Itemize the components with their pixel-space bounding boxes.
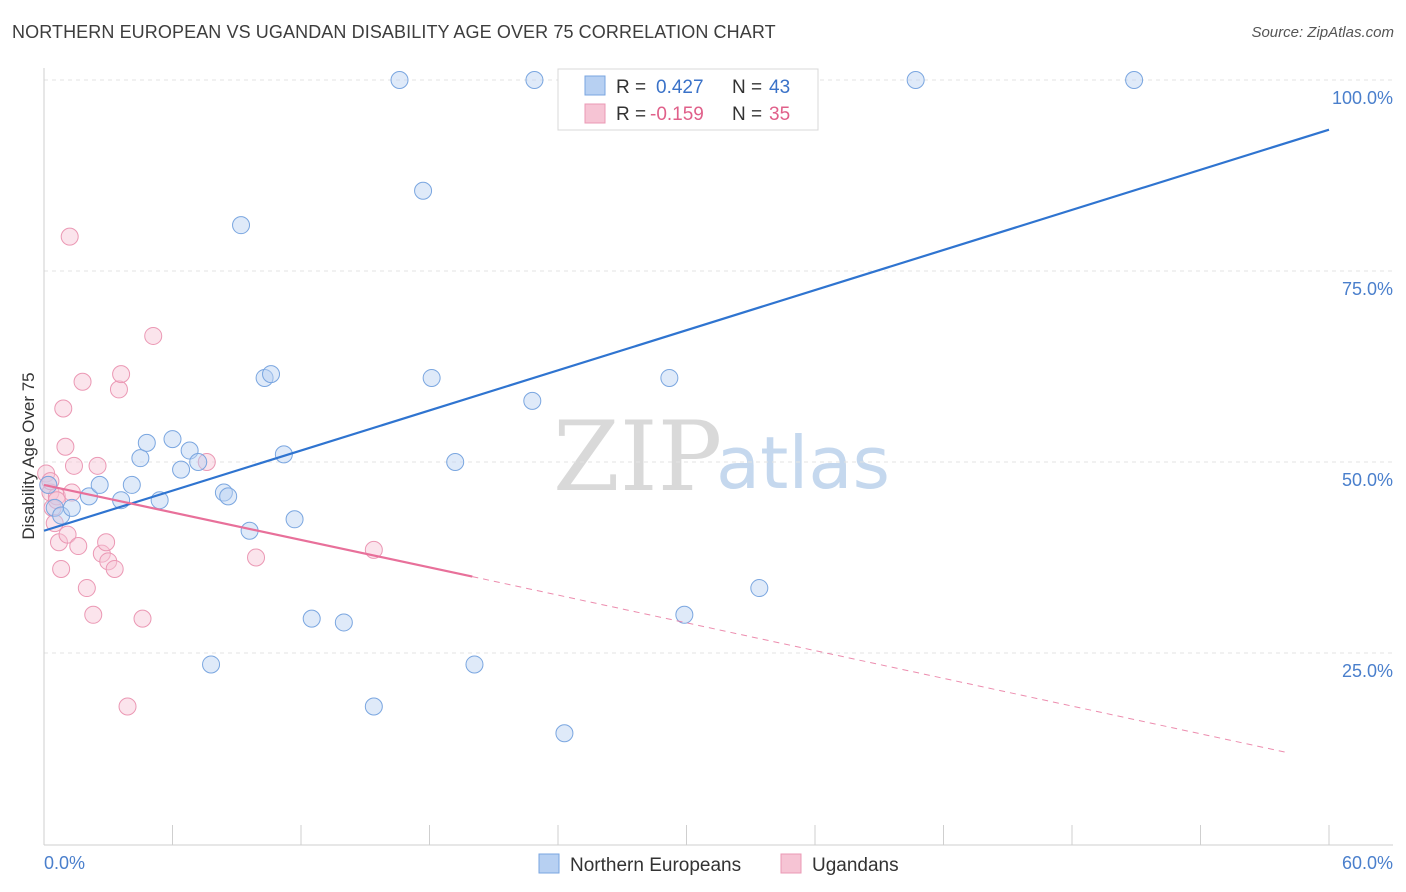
northern-europeans-point <box>523 391 542 410</box>
northern-europeans-point <box>334 613 353 632</box>
northern-europeans-point <box>422 368 441 387</box>
ugandans-points <box>37 227 383 716</box>
northern-europeans-point <box>232 216 251 235</box>
ugandans-point <box>77 579 96 598</box>
northern-europeans-point <box>750 579 769 598</box>
watermark-atlas: atlas <box>716 421 890 505</box>
gridlines <box>44 79 1393 654</box>
ugandans-point <box>60 227 79 246</box>
northern-europeans-point <box>525 71 544 89</box>
northern-europeans-point <box>364 697 383 716</box>
ugandans-point <box>58 525 77 544</box>
y-tick-label-75: 75.0% <box>1342 279 1393 299</box>
ugandans-point <box>73 372 92 391</box>
northern-europeans-point <box>302 609 321 628</box>
northern-europeans-point <box>906 71 925 89</box>
ugandans-trend-extension <box>472 576 1287 753</box>
legend-n-value-1: 43 <box>769 77 790 98</box>
trend-lines <box>43 128 1330 753</box>
legend-n-label-1: N = <box>732 77 762 98</box>
northern-europeans-point <box>446 453 465 471</box>
ugandans-point <box>112 365 131 384</box>
northern-europeans-point <box>285 510 304 529</box>
northern-europeans-point <box>189 453 208 471</box>
ugandans-point <box>105 559 124 578</box>
northern-europeans-point <box>52 506 71 525</box>
legend-n-label-2: N = <box>732 104 762 125</box>
northern-europeans-point <box>131 449 150 468</box>
chart-title: NORTHERN EUROPEAN VS UGANDAN DISABILITY … <box>12 22 776 42</box>
northern-europeans-point <box>172 460 191 479</box>
legend-r-label-1: R = <box>616 77 646 98</box>
ugandans-point <box>133 609 152 628</box>
ugandans-point <box>144 326 163 345</box>
northern-europeans-point <box>390 71 409 89</box>
ugandans-point <box>88 456 107 475</box>
bottom-legend-swatch-northern-europeans <box>538 853 560 874</box>
ugandans-point <box>247 548 266 567</box>
ugandans-point <box>52 559 71 578</box>
northern-europeans-point <box>555 724 574 743</box>
bottom-legend-swatch-ugandans <box>780 853 802 874</box>
ugandans-point <box>69 537 88 556</box>
ugandans-trend-line <box>43 483 473 578</box>
bottom-legend-northern-europeans: Northern Europeans <box>570 855 741 876</box>
legend-n-value-2: 35 <box>769 104 790 125</box>
x-axis-ticks <box>43 825 1330 845</box>
y-tick-label-50: 50.0% <box>1342 470 1393 490</box>
y-tick-labels: 100.0% 75.0% 50.0% 25.0% <box>1332 88 1393 681</box>
ugandans-point <box>109 380 128 399</box>
y-axis-label: Disability Age Over 75 <box>19 372 38 539</box>
ugandans-point <box>54 399 73 418</box>
legend-swatch-pink <box>584 103 606 124</box>
ugandans-point <box>64 456 83 475</box>
ugandans-point <box>97 533 116 552</box>
northern-europeans-point <box>660 368 679 387</box>
northern-europeans-point <box>122 475 141 494</box>
y-tick-label-25: 25.0% <box>1342 661 1393 681</box>
northern-europeans-point <box>262 365 281 384</box>
northern-europeans-point <box>202 655 221 674</box>
ugandans-point <box>84 605 103 624</box>
legend-r-value-2: -0.159 <box>650 104 704 125</box>
northern-europeans-point <box>414 181 433 200</box>
northern-europeans-point <box>465 655 484 674</box>
northern-europeans-point <box>1125 71 1144 89</box>
ugandans-point <box>56 437 75 456</box>
northern-europeans-point <box>675 605 694 624</box>
northern-europeans-point <box>62 498 81 517</box>
legend-r-value-1: 0.427 <box>656 77 704 98</box>
northern-europeans-point <box>90 475 109 494</box>
ugandans-point <box>92 544 111 563</box>
source-credit: Source: ZipAtlas.com <box>1251 24 1394 41</box>
watermark-zip: ZIP <box>553 401 722 513</box>
correlation-legend: R = 0.427 N = 43 R = -0.159 N = 35 <box>557 68 819 131</box>
y-tick-label-100: 100.0% <box>1332 88 1393 108</box>
series-legend: Northern Europeans Ugandans <box>538 853 899 876</box>
ugandans-point <box>99 552 118 571</box>
legend-swatch-blue <box>584 75 606 96</box>
ugandans-point <box>118 697 137 716</box>
legend-r-label-2: R = <box>616 104 646 125</box>
northern-europeans-point <box>137 433 156 452</box>
northern-europeans-point <box>219 487 238 506</box>
bottom-legend-ugandans: Ugandans <box>812 855 899 876</box>
x-tick-label-max: 60.0% <box>1342 853 1393 873</box>
northern-europeans-trend-line <box>43 128 1330 532</box>
x-tick-label-min: 0.0% <box>44 853 85 873</box>
ugandans-point <box>45 514 64 533</box>
northern-europeans-point <box>163 430 182 449</box>
